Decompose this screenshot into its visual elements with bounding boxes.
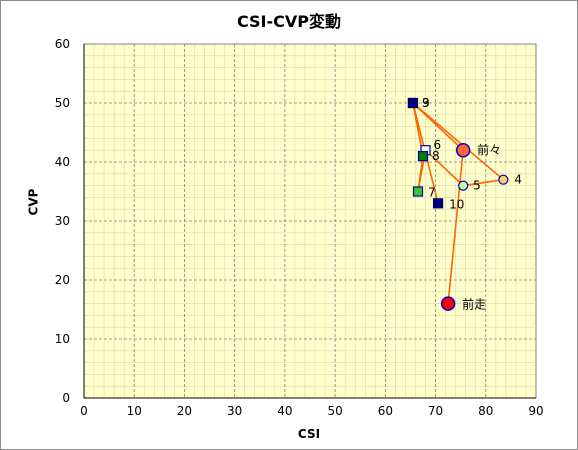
chart-title: CSI-CVP変動: [236, 12, 341, 31]
data-point-circle: [455, 142, 471, 158]
data-label: 6: [434, 138, 442, 152]
x-tick-label: 10: [127, 404, 142, 418]
x-tick-label: 40: [277, 404, 292, 418]
data-label: 5: [473, 179, 481, 193]
data-point-square: [432, 198, 444, 209]
x-tick-label: 0: [80, 404, 88, 418]
data-label: 3: [422, 96, 430, 110]
data-point-circle: [498, 174, 509, 185]
x-tick-label: 30: [227, 404, 242, 418]
x-tick-label: 50: [327, 404, 342, 418]
y-tick-label: 50: [55, 96, 70, 110]
x-tick-label: 90: [528, 404, 543, 418]
y-tick-label: 0: [62, 391, 70, 405]
series-line: [412, 102, 506, 304]
x-tick-label: 70: [428, 404, 443, 418]
y-tick-label: 40: [55, 155, 70, 169]
data-point-square: [417, 151, 429, 162]
y-tick-label: 60: [55, 37, 70, 51]
data-point-square: [412, 186, 424, 197]
x-tick-label: 80: [478, 404, 493, 418]
x-tick-label: 60: [378, 404, 393, 418]
data-label: 前々: [477, 142, 501, 157]
y-tick-label: 10: [55, 332, 70, 346]
data-point-circle: [458, 180, 469, 191]
data-label: 9: [422, 96, 430, 110]
data-point-circle: [440, 296, 456, 311]
y-tick-label: 20: [55, 273, 70, 287]
x-tick-label: 20: [177, 404, 192, 418]
data-point-square: [407, 97, 419, 109]
data-label: 10: [449, 197, 464, 211]
x-axis-label: CSI: [297, 427, 321, 441]
data-label: 7: [428, 186, 436, 200]
data-label: 8: [432, 149, 440, 163]
y-tick-label: 30: [55, 214, 70, 228]
y-axis-label: CVP: [26, 188, 41, 216]
data-label: 4: [514, 173, 522, 187]
data-label: 前走: [462, 297, 486, 312]
